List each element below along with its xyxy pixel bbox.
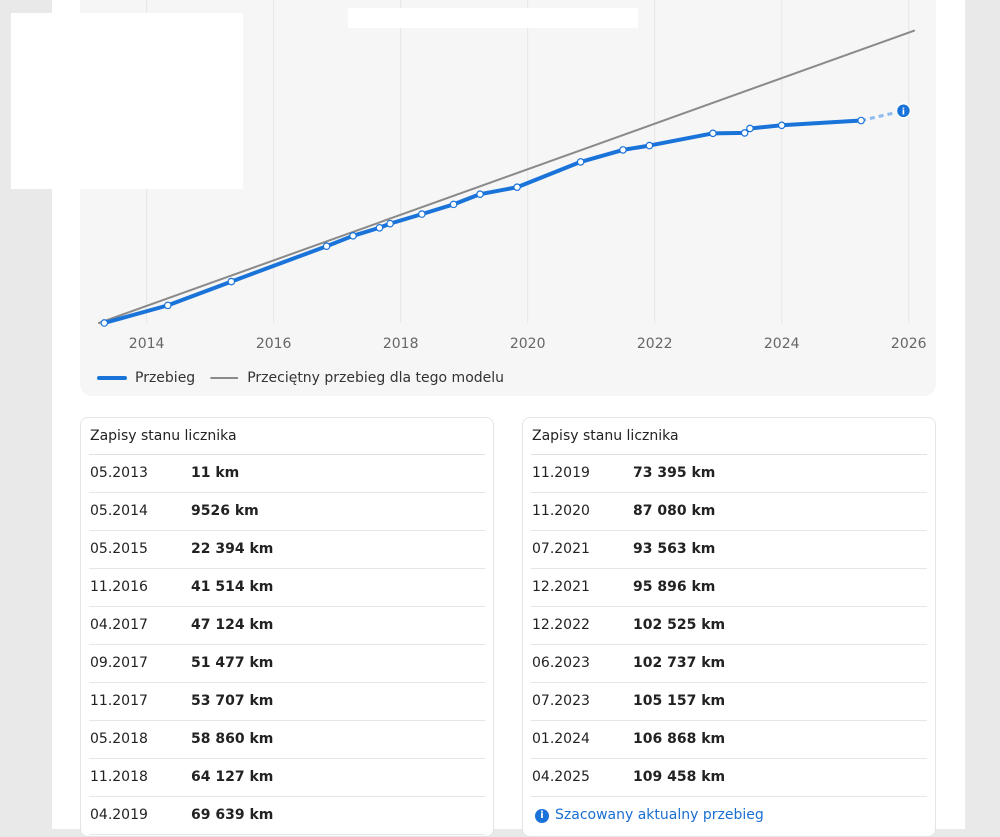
record-mileage: 51 477 km <box>191 655 274 671</box>
table-title: Zapisy stanu licznika <box>531 418 927 455</box>
data-point <box>449 200 458 209</box>
table-row: 09.2017 51 477 km <box>89 645 485 683</box>
table-row: 11.2018 64 127 km <box>89 759 485 797</box>
estimate-text[interactable]: Szacowany aktualny przebieg <box>555 807 764 823</box>
record-date: 05.2018 <box>90 731 148 747</box>
record-mileage: 102 525 km <box>633 617 726 633</box>
data-point <box>476 190 484 198</box>
record-mileage: 102 737 km <box>633 655 726 671</box>
record-date: 09.2017 <box>90 655 148 671</box>
average-line <box>98 29 916 324</box>
table-row: 04.2017 47 124 km <box>89 607 485 645</box>
table-row: 05.2015 22 394 km <box>89 531 485 569</box>
table-row: 11.2019 73 395 km <box>531 455 927 493</box>
record-date: 05.2013 <box>90 465 148 481</box>
record-mileage: 73 395 km <box>633 465 716 481</box>
record-date: 11.2018 <box>90 769 148 785</box>
data-point <box>857 116 865 125</box>
record-date: 12.2021 <box>532 579 590 595</box>
info-icon: i <box>535 808 549 823</box>
record-mileage: 41 514 km <box>191 579 274 595</box>
table-row: 04.2025 109 458 km <box>531 759 927 797</box>
table-card: Zapisy stanu licznika 11.2019 73 395 km 11.… <box>522 417 936 837</box>
record-date: 11.2019 <box>532 465 590 481</box>
record-mileage: 47 124 km <box>191 617 274 633</box>
table-row: 04.2019 69 639 km <box>89 797 485 835</box>
table-row: 11.2020 87 080 km <box>531 493 927 531</box>
record-date: 04.2017 <box>90 617 148 633</box>
record-date: 07.2023 <box>532 693 590 709</box>
table-row: 07.2021 93 563 km <box>531 531 927 569</box>
redacted-block <box>11 13 243 189</box>
x-tick-label: 2016 <box>256 336 292 352</box>
record-date: 05.2015 <box>90 541 148 557</box>
data-point <box>375 223 384 232</box>
record-mileage: 106 868 km <box>633 731 726 747</box>
record-date: 04.2025 <box>532 769 590 785</box>
record-date: 07.2021 <box>532 541 590 557</box>
info-icon: i <box>902 107 905 117</box>
table-row: 12.2021 95 896 km <box>531 569 927 607</box>
x-tick-label: 2024 <box>764 336 800 352</box>
legend-label: Przeciętny przebieg dla tego modelu <box>247 370 504 386</box>
data-point <box>777 121 786 130</box>
record-date: 05.2014 <box>90 503 148 519</box>
record-mileage: 22 394 km <box>191 541 274 557</box>
record-mileage: 95 896 km <box>633 579 716 595</box>
data-point <box>322 242 331 250</box>
estimate-point <box>895 103 912 119</box>
data-point <box>164 301 172 310</box>
record-date: 01.2024 <box>532 731 590 747</box>
record-date: 12.2022 <box>532 617 590 633</box>
record-date: 06.2023 <box>532 655 590 671</box>
record-date: 11.2020 <box>532 503 590 519</box>
data-point <box>227 277 236 286</box>
table-title: Zapisy stanu licznika <box>89 418 485 455</box>
record-date: 11.2016 <box>90 579 148 595</box>
table-card: Zapisy stanu licznika 05.2013 11 km 05.2014… <box>80 417 494 837</box>
x-tick-label: 2018 <box>383 336 419 352</box>
data-point <box>709 129 717 138</box>
record-mileage: 58 860 km <box>191 731 274 747</box>
table-row: 01.2024 106 868 km <box>531 721 927 759</box>
data-point <box>100 319 109 327</box>
table-row: 05.2014 9526 km <box>89 493 485 531</box>
x-tick-label: 2014 <box>129 336 165 352</box>
data-point <box>740 129 749 137</box>
data-point <box>513 183 521 192</box>
record-mileage: 93 563 km <box>633 541 716 557</box>
record-date: 04.2019 <box>90 807 148 823</box>
data-point <box>576 158 585 166</box>
record-mileage: 87 080 km <box>633 503 716 519</box>
table-row: 07.2023 105 157 km <box>531 683 927 721</box>
record-mileage: 53 707 km <box>191 693 274 709</box>
data-point <box>619 146 627 154</box>
table-row: 05.2013 11 km <box>89 455 485 493</box>
table-row: 06.2023 102 737 km <box>531 645 927 683</box>
record-mileage: 11 km <box>191 465 240 481</box>
data-point <box>746 124 754 133</box>
record-date: 11.2017 <box>90 693 148 709</box>
table-row: 05.2018 58 860 km <box>89 721 485 759</box>
data-point <box>386 219 394 228</box>
legend-label: Przebieg <box>135 370 195 386</box>
record-mileage: 64 127 km <box>191 769 274 785</box>
record-mileage: 9526 km <box>191 503 259 519</box>
record-mileage: 105 157 km <box>633 693 726 709</box>
x-tick-label: 2020 <box>510 336 546 352</box>
x-tick-label: 2022 <box>637 336 673 352</box>
table-row: 11.2017 53 707 km <box>89 683 485 721</box>
x-tick-label: 2026 <box>891 336 927 352</box>
record-mileage: 109 458 km <box>633 769 726 785</box>
data-point <box>418 210 426 218</box>
redacted-block <box>348 8 638 28</box>
table-row: 12.2022 102 525 km <box>531 607 927 645</box>
estimate-link[interactable]: i Szacowany aktualny przebieg <box>531 797 927 834</box>
table-row: 11.2016 41 514 km <box>89 569 485 607</box>
chart: 2014 2016 2018 2020 2022 2024 2026 i Przebieg Prz… <box>97 0 927 386</box>
record-mileage: 69 639 km <box>191 807 274 823</box>
data-point <box>645 141 654 150</box>
data-point <box>349 232 357 240</box>
